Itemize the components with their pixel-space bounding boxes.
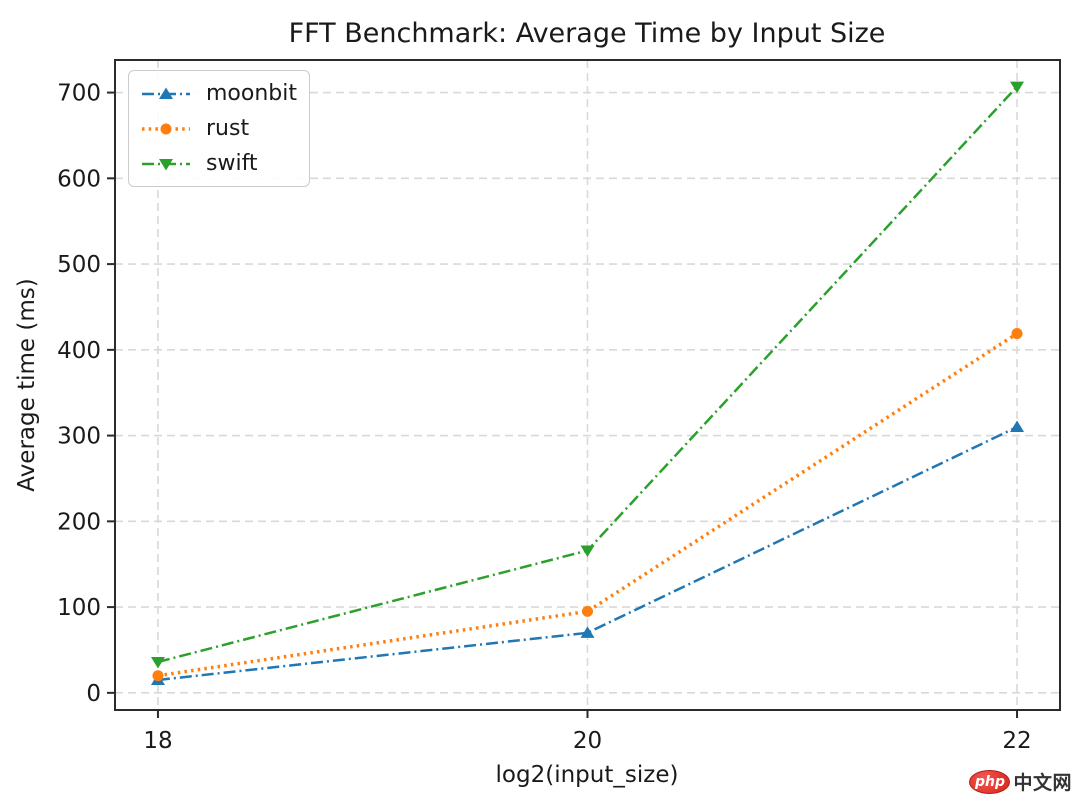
legend-item-rust: rust: [140, 115, 296, 142]
series-line-moonbit: [157, 425, 1018, 682]
watermark-text: 中文网: [1013, 772, 1072, 794]
data-point-marker: [1010, 420, 1025, 433]
data-point-marker: [160, 123, 172, 134]
legend-label: moonbit: [206, 80, 297, 106]
data-point-marker: [582, 605, 593, 617]
data-point-marker: [159, 87, 173, 99]
legend-label: swift: [206, 150, 258, 176]
y-tick-label: 500: [57, 252, 101, 278]
moonbit-line-sample-icon: [142, 87, 190, 99]
y-tick-label: 100: [57, 595, 101, 621]
y-axis-label: Average time (ms): [14, 278, 40, 491]
x-tick-label: 18: [143, 728, 172, 754]
data-point-marker: [1010, 81, 1025, 94]
legend-item-swift: swift: [140, 150, 296, 177]
y-tick-label: 600: [57, 166, 101, 192]
watermark: php 中文网: [969, 768, 1072, 795]
data-point-marker: [150, 656, 165, 669]
x-tick-label: 22: [1002, 728, 1031, 754]
y-tick-label: 700: [57, 81, 101, 107]
x-axis-label: log2(input_size): [496, 762, 679, 788]
data-point-marker: [580, 626, 595, 638]
data-point-marker: [152, 670, 164, 682]
y-tick-label: 0: [86, 681, 101, 707]
php-logo-badge: php: [969, 769, 1011, 794]
axis-ticks: 0 100 200 300 400 500 600 700 18 20 22: [57, 81, 1032, 754]
y-tick-label: 200: [57, 509, 101, 535]
chart-title: FFT Benchmark: Average Time by Input Siz…: [289, 18, 886, 49]
legend: moonbit rust swift: [128, 70, 310, 187]
swift-line-sample-icon: [142, 158, 190, 170]
data-point-marker: [159, 158, 173, 170]
y-tick-label: 300: [57, 424, 101, 450]
y-tick-label: 400: [57, 338, 101, 364]
rust-line-sample-icon: [142, 123, 190, 134]
series-lines: [150, 81, 1025, 685]
legend-label: rust: [206, 115, 250, 141]
x-tick-label: 20: [573, 728, 602, 754]
legend-item-moonbit: moonbit: [140, 80, 297, 107]
data-point-marker: [1011, 328, 1023, 340]
data-point-marker: [580, 545, 595, 558]
